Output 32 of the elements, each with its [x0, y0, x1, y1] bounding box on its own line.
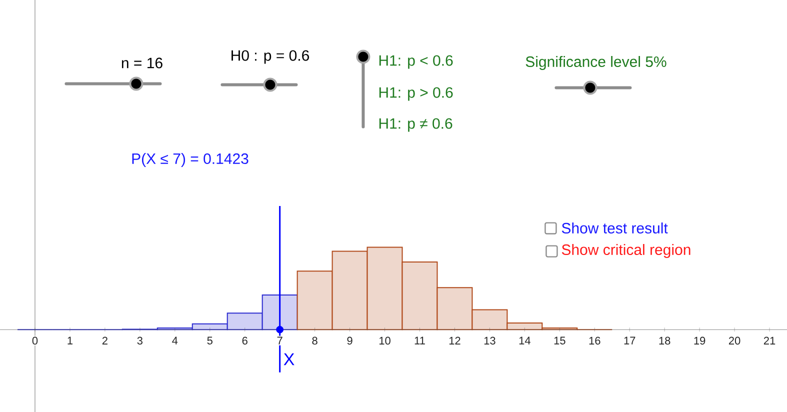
x-tick-label: 6	[242, 336, 248, 345]
x-tick-label: 7	[277, 336, 282, 344]
x-tick-label: 8	[312, 336, 318, 345]
x-tick-label: 12	[449, 336, 460, 344]
x-tick-label: 9	[347, 336, 352, 345]
x-tick-label: 2	[102, 336, 108, 344]
annotation: Show critical region	[562, 244, 690, 258]
text: H1: p ≠ 0.6	[379, 118, 452, 132]
x-tick-label: 3	[137, 336, 142, 345]
x-tick-label: 16	[589, 336, 600, 345]
x-tick-label: 13	[484, 336, 496, 345]
x-tick-label: 10	[379, 336, 390, 345]
x-tick-label: 5	[207, 336, 212, 344]
text: Show test result	[562, 222, 668, 234]
text: Significance level 5%	[526, 56, 666, 70]
text: H1: p > 0.6	[379, 87, 453, 101]
x-tick-label: 11	[414, 336, 425, 344]
text: P(X ≤ 7) = 0.1423	[132, 153, 248, 167]
x-tick-label: 20	[728, 336, 740, 345]
x-tick-label: 1	[68, 336, 72, 344]
text: n = 16	[122, 58, 162, 68]
x-tick-label: 0	[32, 336, 38, 345]
text: H0 : p = 0.6	[232, 50, 310, 64]
x-tick-label: 14	[519, 336, 530, 344]
x-tick-label: 21	[764, 336, 776, 344]
x-tick-label: 19	[694, 336, 706, 345]
text: H1: p < 0.6	[379, 55, 453, 69]
x-tick-label: 17	[624, 336, 636, 344]
ref-line-label: X	[284, 353, 294, 366]
x-tick-label: 4	[172, 336, 178, 344]
x-tick-label: 18	[659, 336, 670, 345]
x-tick-label: 15	[554, 336, 566, 344]
